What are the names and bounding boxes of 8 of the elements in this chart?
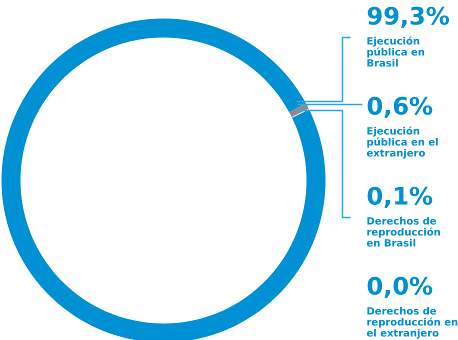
slice-label: Ejecución pública en Brasil bbox=[366, 36, 425, 70]
data-label: 0,6% bbox=[366, 92, 434, 120]
data-label: 0,1% bbox=[366, 182, 434, 210]
slice-label: Derechos de reproducción en Brasil bbox=[366, 216, 441, 250]
text: 0,0% bbox=[366, 272, 434, 300]
data-label: 99,3% bbox=[366, 2, 450, 30]
category-label: Derechos de reproducción en el extranjero bbox=[366, 306, 458, 340]
slice-label: Ejecución pública en el extranjero bbox=[366, 126, 439, 160]
